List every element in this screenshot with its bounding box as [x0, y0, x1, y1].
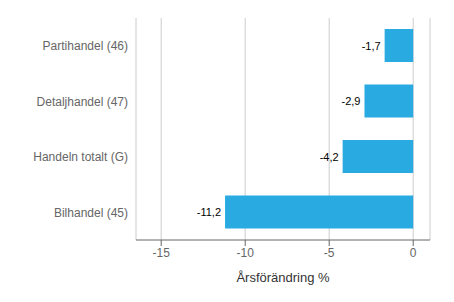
svg-text:Årsförändring %: Årsförändring % — [236, 270, 330, 285]
svg-text:-5: -5 — [324, 246, 335, 260]
svg-text:-11,2: -11,2 — [197, 206, 221, 218]
svg-text:-4,2: -4,2 — [320, 151, 339, 163]
svg-text:-15: -15 — [153, 246, 171, 260]
svg-text:-1,7: -1,7 — [362, 40, 381, 52]
svg-text:Handeln totalt (G): Handeln totalt (G) — [33, 150, 128, 164]
svg-text:-10: -10 — [237, 246, 255, 260]
svg-text:-2,9: -2,9 — [342, 95, 361, 107]
svg-text:Partihandel (46): Partihandel (46) — [43, 39, 128, 53]
svg-text:0: 0 — [410, 246, 417, 260]
svg-text:Bilhandel (45): Bilhandel (45) — [54, 206, 128, 220]
svg-text:Detaljhandel (47): Detaljhandel (47) — [37, 95, 128, 109]
